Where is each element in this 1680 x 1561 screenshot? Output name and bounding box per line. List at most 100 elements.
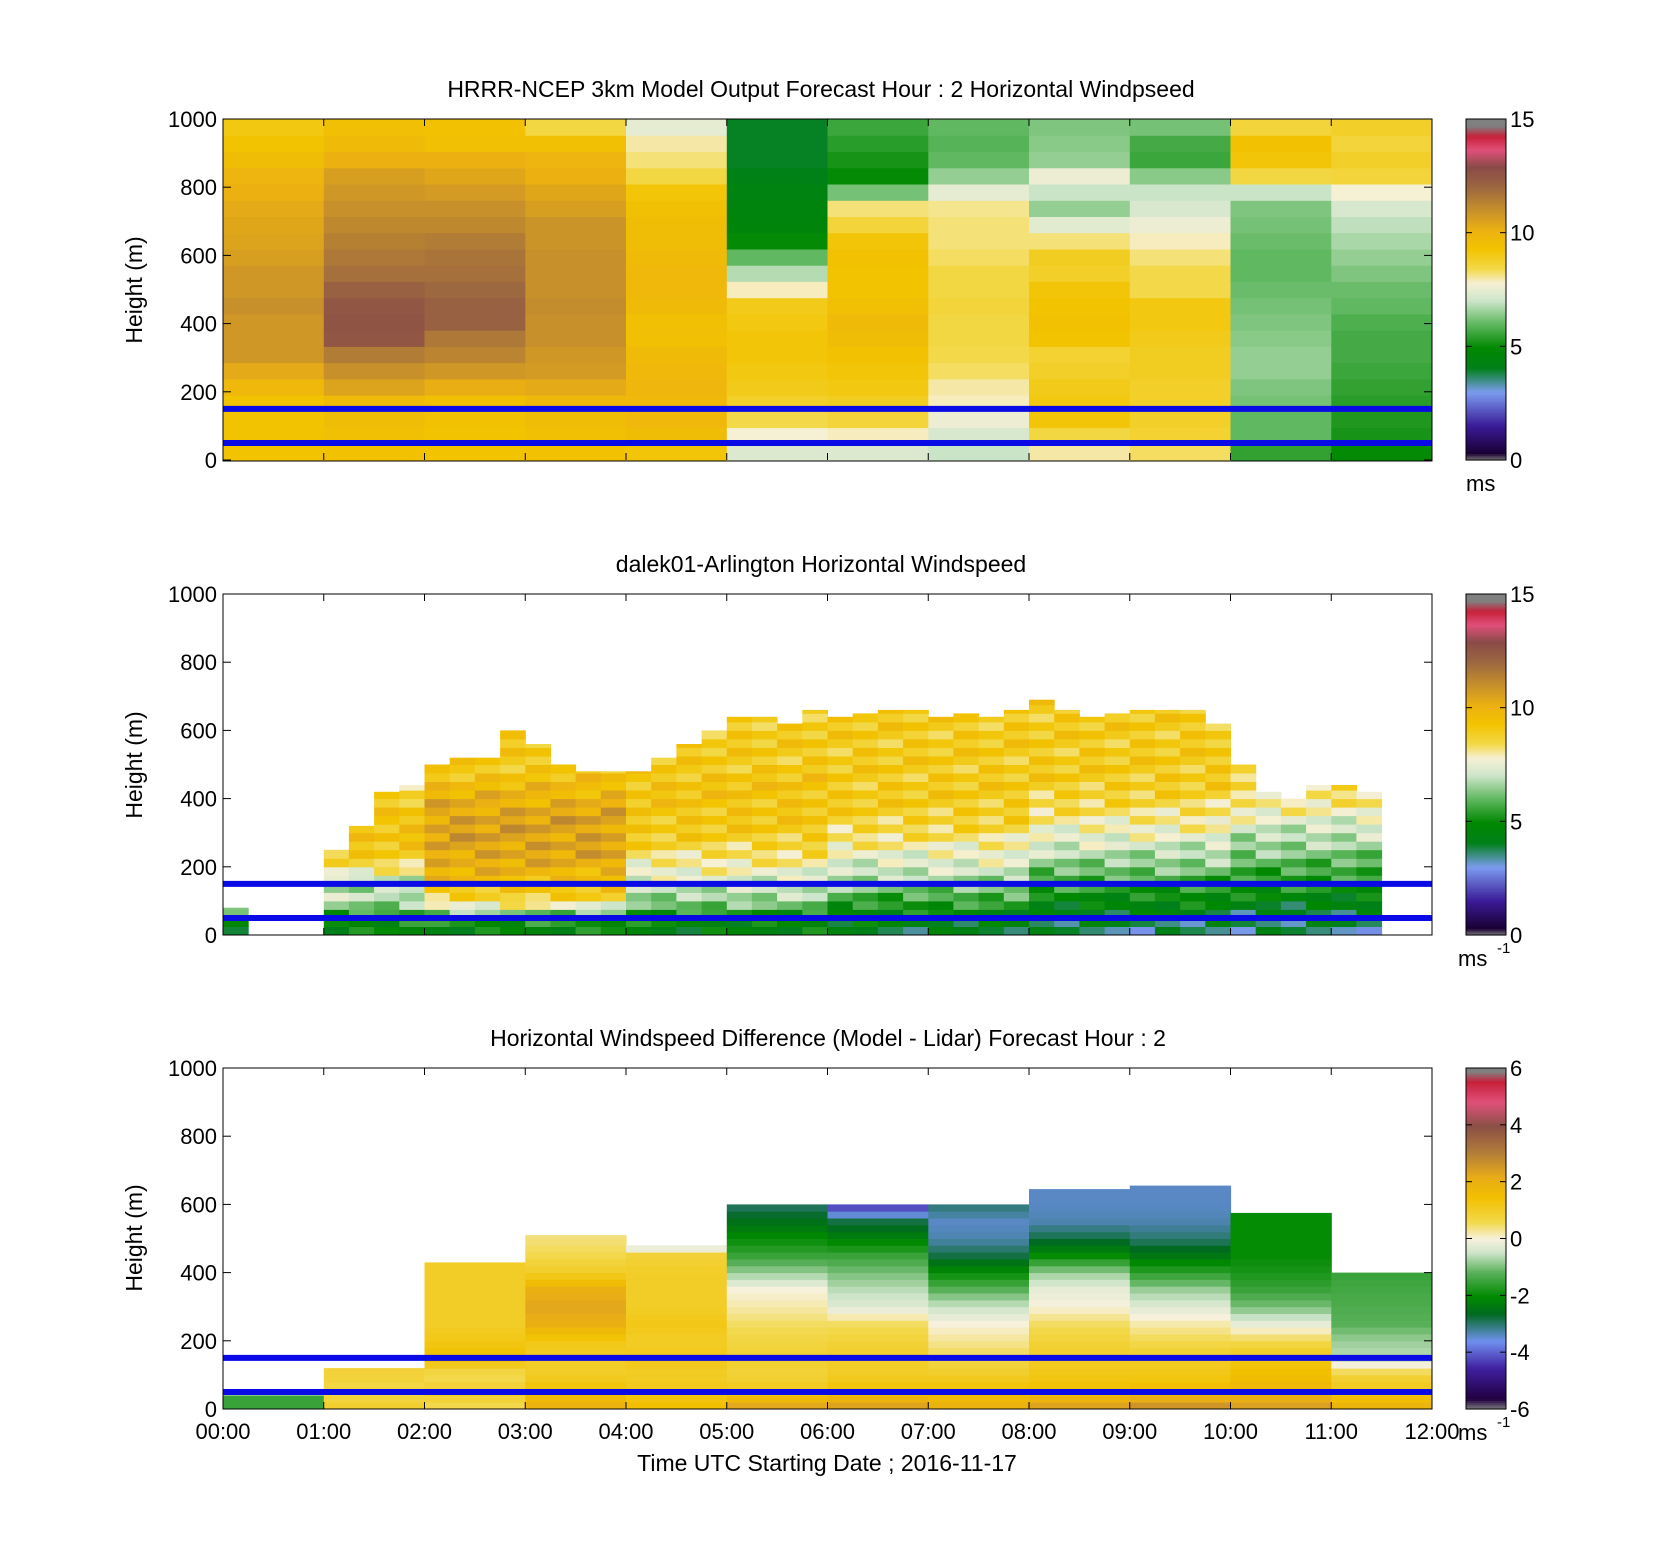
- heatmap-cell: [1230, 918, 1257, 927]
- heatmap-cell: [474, 926, 501, 935]
- heatmap-cell: [1129, 1381, 1232, 1389]
- heatmap-cell: [827, 1402, 929, 1409]
- heatmap-cell: [751, 781, 778, 791]
- colorbar-swatch: [1466, 1336, 1506, 1340]
- colorbar-swatch: [1466, 1402, 1506, 1406]
- heatmap-cell: [1054, 883, 1080, 893]
- heatmap-cell: [1230, 1279, 1332, 1287]
- heatmap-cell: [726, 313, 829, 331]
- colorbar-swatch: [1466, 696, 1506, 700]
- heatmap-cell: [1079, 764, 1106, 774]
- heatmap-cell: [852, 798, 879, 808]
- heatmap-cell: [1129, 781, 1156, 791]
- heatmap-cell: [1230, 841, 1257, 851]
- heatmap-cell: [1129, 1252, 1232, 1260]
- heatmap-cell: [1255, 892, 1282, 902]
- heatmap-cell: [827, 1299, 929, 1308]
- heatmap-cell: [726, 716, 753, 723]
- colorbar-swatch: [1466, 430, 1506, 433]
- heatmap-cell: [399, 866, 425, 876]
- heatmap-cell: [1104, 926, 1131, 935]
- colorbar-swatch: [1466, 836, 1506, 840]
- heatmap-cell: [525, 909, 551, 919]
- heatmap-cell: [626, 1374, 728, 1383]
- heatmap-cell: [928, 1402, 1030, 1409]
- heatmap-cell: [1331, 200, 1432, 217]
- heatmap-cell: [651, 858, 677, 868]
- y-tick-label: 1000: [168, 582, 217, 607]
- heatmap-cell: [751, 849, 778, 859]
- colorbar-swatch: [1466, 1142, 1506, 1146]
- heatmap-cell: [525, 918, 551, 927]
- heatmap-cell: [1331, 875, 1357, 885]
- heatmap-cell: [903, 713, 929, 723]
- colorbar-swatch: [1466, 706, 1506, 710]
- heatmap-cell: [348, 875, 375, 885]
- heatmap-cell: [978, 909, 1005, 919]
- heatmap-cell: [424, 281, 526, 299]
- colorbar-swatch: [1466, 879, 1506, 883]
- heatmap-cell: [1255, 798, 1282, 808]
- heatmap-cell: [1054, 918, 1080, 927]
- heatmap-cell: [424, 900, 451, 910]
- heatmap-cell: [374, 791, 400, 800]
- heatmap-cell: [1331, 1340, 1432, 1349]
- colorbar-tick-label: 0: [1510, 923, 1522, 948]
- heatmap-cell: [1306, 798, 1332, 808]
- heatmap-cell: [525, 411, 627, 429]
- heatmap-cell: [1331, 1327, 1432, 1335]
- heatmap-cell: [903, 909, 929, 919]
- heatmap-cell: [751, 909, 778, 919]
- heatmap-cell: [726, 1238, 829, 1246]
- heatmap-cell: [474, 918, 501, 927]
- heatmap-cell: [525, 900, 551, 910]
- heatmap-cell: [852, 824, 879, 834]
- heatmap-cell: [1230, 200, 1332, 217]
- x-tick-label: 06:00: [800, 1419, 855, 1444]
- heatmap-cell: [424, 1327, 526, 1335]
- heatmap-cell: [600, 773, 627, 782]
- heatmap-cell: [1029, 378, 1131, 396]
- heatmap-cell: [1079, 815, 1106, 825]
- heatmap-cell: [978, 900, 1005, 910]
- heatmap-cell: [1129, 411, 1232, 429]
- heatmap-cell: [1003, 926, 1030, 935]
- heatmap-cell: [374, 815, 400, 825]
- heatmap-cell: [676, 849, 703, 859]
- heatmap-cell: [827, 1313, 929, 1321]
- heatmap-cell: [1280, 807, 1307, 817]
- heatmap-cell: [1255, 918, 1282, 927]
- heatmap-cell: [424, 265, 526, 282]
- heatmap-cell: [726, 1265, 829, 1274]
- heatmap-cell: [424, 841, 451, 851]
- colorbar-swatch: [1466, 261, 1506, 265]
- heatmap-cell: [928, 1272, 1030, 1280]
- heatmap-cell: [1104, 773, 1131, 782]
- heatmap-cell: [1205, 747, 1231, 757]
- heatmap-cell: [626, 866, 652, 876]
- colorbar-swatch: [1466, 244, 1506, 248]
- colorbar-swatch: [1466, 1381, 1506, 1385]
- heatmap-cell: [1154, 756, 1181, 765]
- heatmap-cell: [827, 200, 929, 217]
- heatmap-cell: [1129, 892, 1156, 902]
- heatmap-cell: [701, 807, 728, 817]
- heatmap-cell: [827, 1334, 929, 1342]
- colorbar-swatch: [1466, 1078, 1506, 1082]
- colorbar-swatch: [1466, 121, 1506, 124]
- heatmap-cell: [928, 362, 1030, 380]
- heatmap-cell: [525, 1279, 627, 1287]
- colorbar-swatch: [1466, 1334, 1506, 1338]
- heatmap-cell: [1129, 1259, 1232, 1267]
- heatmap-cell: [223, 378, 325, 396]
- heatmap-cell: [1280, 875, 1307, 885]
- colorbar-swatch: [1466, 1185, 1506, 1188]
- heatmap-cell: [651, 757, 677, 765]
- heatmap-cell: [1029, 411, 1131, 429]
- heatmap-cell: [1129, 875, 1156, 885]
- colorbar-swatch: [1466, 372, 1506, 376]
- heatmap-cell: [1230, 909, 1257, 919]
- heatmap-cell: [852, 883, 879, 893]
- heatmap-cell: [223, 346, 325, 364]
- panel-1-ylabel: Height (m): [121, 236, 147, 343]
